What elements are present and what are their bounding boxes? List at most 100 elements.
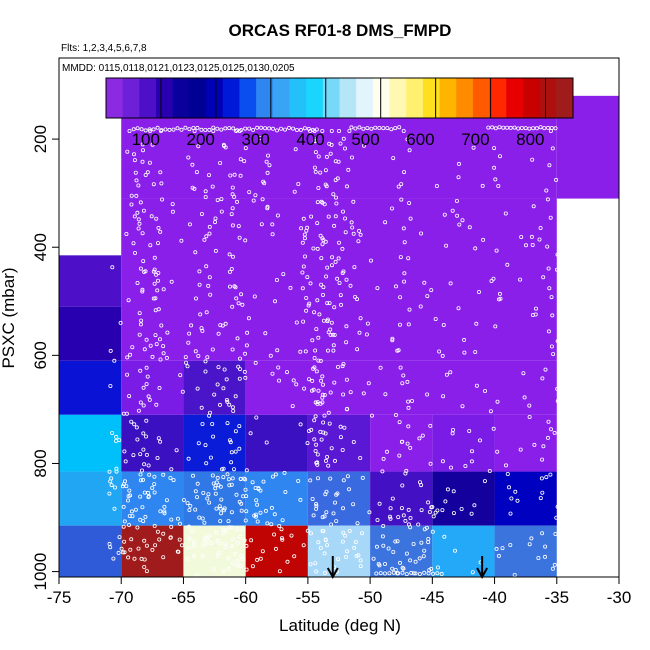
observation-point [356, 228, 361, 233]
observation-point [132, 556, 137, 561]
observation-point [428, 423, 433, 428]
observation-point [132, 250, 137, 255]
chart-subtitle-dates: MMDD: 0115,0118,0121,0123,0125,0125,0130… [62, 63, 295, 74]
observation-point [482, 479, 487, 484]
colorbar-tick-label: 300 [241, 130, 269, 149]
observation-point [243, 487, 248, 492]
observation-point [315, 452, 320, 457]
observation-point [298, 497, 303, 502]
heatmap-cell [121, 198, 557, 361]
observation-point [267, 126, 272, 131]
observation-point [183, 125, 188, 130]
observation-point [316, 388, 321, 393]
heatmap-cell [307, 525, 371, 577]
observation-point [253, 360, 258, 365]
observation-point [272, 299, 277, 304]
observation-point [351, 199, 356, 204]
observation-point [198, 312, 203, 317]
observation-point [138, 472, 143, 477]
observation-point [226, 519, 231, 524]
colorbar-swatch [289, 78, 307, 118]
observation-point [312, 128, 317, 133]
observation-point [121, 550, 126, 555]
y-axis: 200 400 600 800 1000 [31, 58, 60, 591]
observation-point [286, 125, 291, 130]
observation-point [207, 413, 212, 418]
observation-point [365, 126, 370, 131]
observation-point [408, 558, 413, 563]
observation-point [162, 511, 167, 516]
observation-point [416, 522, 421, 527]
observation-point [162, 504, 167, 509]
observation-point [324, 184, 329, 189]
observation-point [242, 538, 247, 543]
observation-point [270, 222, 275, 227]
observation-point [356, 553, 361, 558]
observation-point [147, 397, 152, 402]
observation-point [227, 269, 232, 274]
observation-point [161, 555, 166, 560]
observation-point [538, 125, 543, 130]
observation-point [239, 508, 244, 513]
observation-point [305, 441, 310, 446]
observation-point [274, 277, 279, 282]
observation-point [246, 316, 251, 321]
observation-point [202, 520, 207, 525]
observation-point [145, 374, 150, 379]
observation-point [398, 365, 403, 370]
observation-point [244, 343, 249, 348]
colorbar-tick-label: 100 [132, 130, 160, 149]
observation-point [530, 312, 535, 317]
observation-point [357, 330, 362, 335]
heatmap-cell [432, 525, 495, 577]
observation-point [204, 461, 209, 466]
observation-point [227, 284, 232, 289]
observation-point [278, 126, 283, 131]
observation-point [313, 150, 318, 155]
observation-point [161, 287, 166, 292]
observation-point [179, 543, 184, 548]
observation-point [203, 127, 208, 132]
observation-point [336, 128, 341, 133]
observation-point [400, 565, 405, 570]
observation-point [236, 301, 241, 306]
observation-point [329, 263, 334, 268]
observation-point [264, 440, 269, 445]
observation-point [132, 158, 137, 163]
observation-point [218, 160, 223, 165]
observation-point [505, 262, 510, 267]
observation-point [374, 571, 379, 576]
y-tick-label: 400 [31, 233, 50, 261]
observation-point [382, 562, 387, 567]
observation-point [543, 554, 548, 559]
observation-point [197, 269, 202, 274]
observation-point [553, 532, 558, 537]
observation-point [375, 518, 380, 523]
observation-point [324, 510, 329, 515]
observation-point [154, 402, 159, 407]
observation-point [320, 374, 325, 379]
heatmap-cell [245, 525, 308, 577]
observation-point [351, 439, 356, 444]
observation-point [509, 496, 514, 501]
observation-point [381, 126, 386, 131]
observation-point [451, 511, 456, 516]
observation-point [328, 332, 333, 337]
observation-point [193, 250, 198, 255]
heatmap-cell [307, 414, 371, 472]
observation-point [121, 504, 126, 509]
observation-point [503, 463, 508, 468]
observation-point [494, 248, 499, 253]
observation-point [492, 146, 497, 151]
observation-point [125, 355, 130, 360]
observation-point [318, 546, 323, 551]
heatmap-cell [59, 306, 122, 361]
observation-point [440, 508, 445, 513]
observation-point [405, 137, 410, 142]
observation-point [374, 544, 379, 549]
observation-point [156, 270, 161, 275]
observation-point [331, 192, 336, 197]
observation-point [406, 399, 411, 404]
colorbar-tick-label: 200 [187, 130, 215, 149]
observation-point [110, 430, 115, 435]
